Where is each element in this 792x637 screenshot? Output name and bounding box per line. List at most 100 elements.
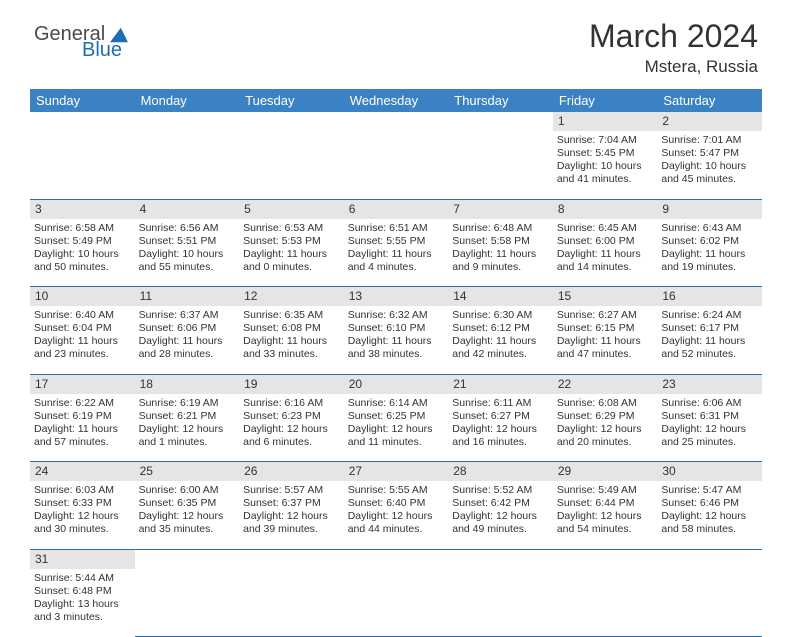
sunset-line: Sunset: 6:27 PM [452, 410, 549, 423]
daylight-line-2: and 28 minutes. [139, 348, 236, 361]
day-number-cell: 21 [448, 374, 553, 394]
empty-detail-cell [30, 131, 135, 199]
daylight-line-2: and 35 minutes. [139, 523, 236, 536]
sunrise-line: Sunrise: 6:08 AM [557, 397, 654, 410]
sunset-line: Sunset: 6:44 PM [557, 497, 654, 510]
day-detail-cell: Sunrise: 6:22 AMSunset: 6:19 PMDaylight:… [30, 394, 135, 462]
day-detail-cell: Sunrise: 6:37 AMSunset: 6:06 PMDaylight:… [135, 306, 240, 374]
day-number-cell: 15 [553, 287, 658, 307]
day-number-cell: 13 [344, 287, 449, 307]
day-detail-cell: Sunrise: 6:53 AMSunset: 5:53 PMDaylight:… [239, 219, 344, 287]
day-number-cell: 26 [239, 462, 344, 482]
sunrise-line: Sunrise: 6:48 AM [452, 222, 549, 235]
daylight-line-1: Daylight: 12 hours [661, 423, 758, 436]
sunset-line: Sunset: 6:04 PM [34, 322, 131, 335]
sunrise-line: Sunrise: 6:35 AM [243, 309, 340, 322]
day-detail-cell: Sunrise: 7:04 AMSunset: 5:45 PMDaylight:… [553, 131, 658, 199]
day-number-cell: 1 [553, 112, 658, 131]
daylight-line-2: and 55 minutes. [139, 261, 236, 274]
sunset-line: Sunset: 6:06 PM [139, 322, 236, 335]
daylight-line-2: and 57 minutes. [34, 436, 131, 449]
sunset-line: Sunset: 6:17 PM [661, 322, 758, 335]
day-number-cell: 5 [239, 199, 344, 219]
daylight-line-1: Daylight: 12 hours [661, 510, 758, 523]
day-detail-cell: Sunrise: 6:14 AMSunset: 6:25 PMDaylight:… [344, 394, 449, 462]
daylight-line-1: Daylight: 12 hours [348, 510, 445, 523]
empty-cell [448, 549, 553, 569]
empty-cell [344, 112, 449, 131]
sunset-line: Sunset: 5:49 PM [34, 235, 131, 248]
day-number-cell: 29 [553, 462, 658, 482]
sunrise-line: Sunrise: 6:40 AM [34, 309, 131, 322]
sunset-line: Sunset: 6:48 PM [34, 585, 131, 598]
sunset-line: Sunset: 6:40 PM [348, 497, 445, 510]
day-detail-cell: Sunrise: 6:19 AMSunset: 6:21 PMDaylight:… [135, 394, 240, 462]
empty-cell [135, 112, 240, 131]
daylight-line-1: Daylight: 11 hours [243, 248, 340, 261]
daylight-line-2: and 11 minutes. [348, 436, 445, 449]
sunrise-line: Sunrise: 6:00 AM [139, 484, 236, 497]
day-header-monday: Monday [135, 89, 240, 112]
sunset-line: Sunset: 6:23 PM [243, 410, 340, 423]
day-detail-cell: Sunrise: 6:24 AMSunset: 6:17 PMDaylight:… [657, 306, 762, 374]
day-number-cell: 20 [344, 374, 449, 394]
day-detail-cell: Sunrise: 6:32 AMSunset: 6:10 PMDaylight:… [344, 306, 449, 374]
sunrise-line: Sunrise: 6:22 AM [34, 397, 131, 410]
daylight-line-1: Daylight: 11 hours [452, 248, 549, 261]
sunrise-line: Sunrise: 6:53 AM [243, 222, 340, 235]
empty-detail-cell [344, 131, 449, 199]
empty-cell [239, 549, 344, 569]
empty-cell [448, 112, 553, 131]
day-detail-cell: Sunrise: 6:45 AMSunset: 6:00 PMDaylight:… [553, 219, 658, 287]
sunrise-line: Sunrise: 6:51 AM [348, 222, 445, 235]
sunrise-line: Sunrise: 6:58 AM [34, 222, 131, 235]
day-detail-cell: Sunrise: 6:27 AMSunset: 6:15 PMDaylight:… [553, 306, 658, 374]
day-header-thursday: Thursday [448, 89, 553, 112]
sunset-line: Sunset: 6:00 PM [557, 235, 654, 248]
sunset-line: Sunset: 5:47 PM [661, 147, 758, 160]
sunrise-line: Sunrise: 6:16 AM [243, 397, 340, 410]
sunrise-line: Sunrise: 6:27 AM [557, 309, 654, 322]
day-detail-cell: Sunrise: 6:00 AMSunset: 6:35 PMDaylight:… [135, 481, 240, 549]
daylight-line-2: and 25 minutes. [661, 436, 758, 449]
daylight-line-2: and 49 minutes. [452, 523, 549, 536]
sunrise-line: Sunrise: 6:14 AM [348, 397, 445, 410]
daylight-line-2: and 6 minutes. [243, 436, 340, 449]
empty-cell [135, 549, 240, 569]
sunrise-line: Sunrise: 5:52 AM [452, 484, 549, 497]
day-detail-cell: Sunrise: 6:58 AMSunset: 5:49 PMDaylight:… [30, 219, 135, 287]
location: Mstera, Russia [589, 57, 758, 77]
day-number-cell: 2 [657, 112, 762, 131]
daylight-line-1: Daylight: 12 hours [452, 423, 549, 436]
sunrise-line: Sunrise: 6:45 AM [557, 222, 654, 235]
sunrise-line: Sunrise: 6:43 AM [661, 222, 758, 235]
day-detail-cell: Sunrise: 5:57 AMSunset: 6:37 PMDaylight:… [239, 481, 344, 549]
daylight-line-2: and 41 minutes. [557, 173, 654, 186]
day-number-cell: 9 [657, 199, 762, 219]
day-detail-cell: Sunrise: 5:55 AMSunset: 6:40 PMDaylight:… [344, 481, 449, 549]
daylight-line-1: Daylight: 11 hours [34, 335, 131, 348]
calendar-header-row: SundayMondayTuesdayWednesdayThursdayFrid… [30, 89, 762, 112]
daylight-line-2: and 4 minutes. [348, 261, 445, 274]
daylight-line-2: and 16 minutes. [452, 436, 549, 449]
daylight-line-2: and 3 minutes. [34, 611, 131, 624]
daylight-line-2: and 45 minutes. [661, 173, 758, 186]
empty-cell [239, 112, 344, 131]
sunrise-line: Sunrise: 5:47 AM [661, 484, 758, 497]
sunrise-line: Sunrise: 6:11 AM [452, 397, 549, 410]
day-detail-cell: Sunrise: 6:03 AMSunset: 6:33 PMDaylight:… [30, 481, 135, 549]
empty-detail-cell [448, 131, 553, 199]
day-detail-cell: Sunrise: 5:47 AMSunset: 6:46 PMDaylight:… [657, 481, 762, 549]
daylight-line-2: and 1 minutes. [139, 436, 236, 449]
daylight-line-1: Daylight: 12 hours [557, 423, 654, 436]
daylight-line-2: and 30 minutes. [34, 523, 131, 536]
day-number-cell: 19 [239, 374, 344, 394]
sunrise-line: Sunrise: 6:06 AM [661, 397, 758, 410]
day-detail-cell: Sunrise: 5:52 AMSunset: 6:42 PMDaylight:… [448, 481, 553, 549]
day-number-cell: 18 [135, 374, 240, 394]
day-detail-cell: Sunrise: 5:44 AMSunset: 6:48 PMDaylight:… [30, 569, 135, 637]
sunrise-line: Sunrise: 5:57 AM [243, 484, 340, 497]
day-detail-cell: Sunrise: 6:35 AMSunset: 6:08 PMDaylight:… [239, 306, 344, 374]
daylight-line-2: and 0 minutes. [243, 261, 340, 274]
sunset-line: Sunset: 6:31 PM [661, 410, 758, 423]
